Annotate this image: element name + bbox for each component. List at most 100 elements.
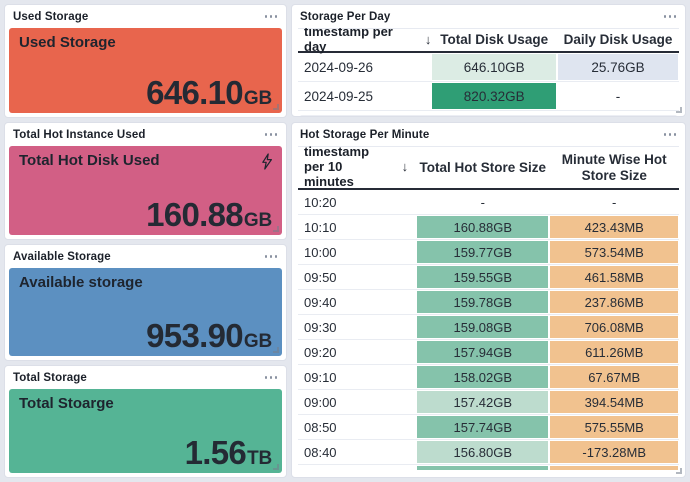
resize-handle[interactable] [273,104,279,110]
stat-value: 646.10 GB [146,74,272,111]
panel-header: Total Storage [5,366,286,389]
panel-menu-icon[interactable] [264,252,279,261]
panel-menu-icon[interactable] [264,12,279,21]
panel-total-storage: Total Storage Total Stoarge 1.56 TB [4,365,287,478]
minute-hot-store-cell: 67.67MB [549,365,679,389]
sort-desc-icon: ↓ [424,31,432,47]
timestamp-cell: 09:50 [304,269,337,285]
panel-total-hot-instance-used: Total Hot Instance Used Total Hot Disk U… [4,122,287,240]
stat-label: Total Stoarge [19,395,114,412]
stat-label: Total Hot Disk Used [19,152,160,169]
timestamp-cell: 09:00 [304,394,337,410]
timestamp-cell: 08:50 [304,419,337,435]
timestamp-cell: 09:20 [304,344,337,360]
minute-hot-store-cell: - [612,194,617,210]
timestamp-cell: 2024-09-26 [304,59,374,75]
column-header-total-disk[interactable]: Total Disk Usage [440,32,549,48]
column-header-total-hot-store[interactable]: Total Hot Store Size [419,159,547,175]
minute-hot-store-cell: 573.54MB [549,240,679,264]
timestamp-cell: 08:40 [304,444,337,460]
resize-handle[interactable] [676,107,682,113]
stat-label: Available storage [19,274,143,291]
column-header-daily-disk[interactable]: Daily Disk Usage [563,32,673,48]
panel-used-storage: Used Storage Used Storage 646.10 GB [4,4,287,118]
panel-header: Hot Storage Per Minute [292,123,685,146]
used-storage-card: Used Storage 646.10 GB [9,28,282,113]
table-row: 08:50 157.74GB 575.55MB [298,415,679,440]
timestamp-cell: 09:10 [304,369,337,385]
panel-title: Total Storage [13,371,87,384]
panel-header: Total Hot Instance Used [5,123,286,146]
total-hot-store-cell: 157.94GB [416,340,549,364]
panel-header: Used Storage [5,5,286,28]
minute-hot-store-cell: -173.28MB [549,440,679,464]
timestamp-cell: 09:30 [304,319,337,335]
stat-body: Used Storage 646.10 GB [9,28,282,113]
minute-hot-store-cell: 394.54MB [549,390,679,414]
panel-title: Hot Storage Per Minute [300,128,430,141]
timestamp-cell: 10:10 [304,219,337,235]
minute-hot-store-cell: 423.43MB [549,215,679,239]
resize-handle[interactable] [273,226,279,232]
lightning-icon [261,153,273,170]
stat-value: 1.56 TB [184,434,273,471]
stat-body: Total Hot Disk Used 160.88 GB [9,146,282,235]
total-hot-store-cell: 159.55GB [416,265,549,289]
column-header-minute-hot-store[interactable]: Minute Wise Hot Store Size [561,151,667,183]
hot-disk-card: Total Hot Disk Used 160.88 GB [9,146,282,235]
panel-title: Storage Per Day [300,10,391,23]
column-header-timestamp[interactable]: timestamp per day ↓ [304,28,432,54]
table-row: 09:40 159.78GB 237.86MB [298,290,679,315]
table-header-row: timestamp per day ↓ Total Disk Usage Dai… [298,28,679,54]
timestamp-cell: 2024-09-25 [304,88,374,104]
timestamp-cell: 09:40 [304,294,337,310]
daily-disk-cell: 25.76GB [557,53,679,81]
table-row: 10:10 160.88GB 423.43MB [298,215,679,240]
total-disk-cell: 646.10GB [431,53,557,81]
column-header-timestamp[interactable]: timestamp per 10 minutes ↓ [304,146,409,189]
stat-body: Total Stoarge 1.56 TB [9,389,282,473]
resize-handle[interactable] [273,464,279,470]
storage-per-day-table: timestamp per day ↓ Total Disk Usage Dai… [292,28,685,116]
total-hot-store-cell: 160.88GB [416,215,549,239]
table-row: 08:40 156.80GB -173.28MB [298,440,679,465]
table-row: 09:30 159.08GB 706.08MB [298,315,679,340]
total-hot-store-cell: - [480,194,485,210]
table-row: 09:20 157.94GB 611.26MB [298,340,679,365]
total-hot-store-cell: 159.08GB [416,315,549,339]
table-row: 09:00 157.42GB 394.54MB [298,390,679,415]
total-hot-store-cell: 158.02GB [416,365,549,389]
panel-menu-icon[interactable] [264,373,279,382]
stat-column: Used Storage Used Storage 646.10 GB Total… [4,4,287,478]
sort-desc-icon: ↓ [401,159,409,175]
stat-value: 160.88 GB [146,196,272,233]
panel-menu-icon[interactable] [663,130,678,139]
resize-handle[interactable] [676,468,682,474]
total-hot-store-cell: 159.78GB [416,290,549,314]
hot-storage-table: timestamp per 10 minutes ↓ Total Hot Sto… [292,146,685,477]
minute-hot-store-cell: 575.55MB [549,415,679,439]
table-row: 2024-09-25 820.32GB - [298,82,679,111]
table-header-row: timestamp per 10 minutes ↓ Total Hot Sto… [298,146,679,190]
daily-disk-cell: - [615,88,621,104]
panel-menu-icon[interactable] [663,12,678,21]
stat-label: Used Storage [19,34,116,51]
available-storage-card: Available storage 953.90 GB [9,268,282,356]
panel-hot-storage-per-minute: Hot Storage Per Minute timestamp per 10 … [291,122,686,478]
minute-hot-store-cell: 461.58MB [549,265,679,289]
total-hot-store-cell: 157.74GB [416,415,549,439]
horizontal-scrollbar[interactable] [300,115,677,116]
panel-header: Storage Per Day [292,5,685,28]
table-row: 09:10 158.02GB 67.67MB [298,365,679,390]
stat-body: Available storage 953.90 GB [9,268,282,356]
panel-menu-icon[interactable] [264,130,279,139]
table-row: 10:20 - - [298,190,679,215]
table-row: 10:00 159.77GB 573.54MB [298,240,679,265]
total-hot-store-cell: 159.77GB [416,240,549,264]
total-hot-store-cell: 156.80GB [416,440,549,464]
total-storage-card: Total Stoarge 1.56 TB [9,389,282,473]
minute-hot-store-cell: 611.26MB [549,340,679,364]
resize-handle[interactable] [273,347,279,353]
timestamp-cell: 10:20 [304,194,337,210]
